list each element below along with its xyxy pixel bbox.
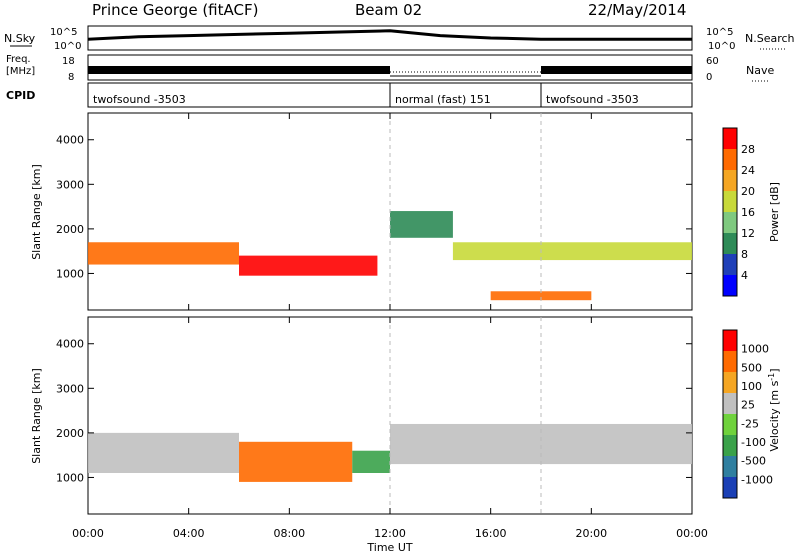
velocity-colorbar-label: Velocity [m s-1] (767, 368, 781, 451)
power-cbar-tick-1: 8 (741, 248, 748, 261)
vel-cbar-swatch-0 (723, 330, 737, 351)
x-tick-label-0: 00:00 (72, 527, 104, 540)
power-cbar-tick-3: 16 (741, 206, 755, 219)
power-cbar-swatch-6 (723, 254, 737, 275)
power-cbar-swatch-0 (723, 128, 737, 149)
range-tick-label-0: 1000 (56, 471, 84, 484)
velocity-colorbar: 1000 500 100 25 -25 -100 -500 -1000 (722, 329, 773, 499)
velocity-band-0 (88, 432, 239, 473)
vel-cbar-swatch-6 (723, 456, 737, 477)
freq-tick-bottom: 8 (68, 72, 74, 83)
nave-tick-top: 60 (706, 56, 719, 67)
power-band-4 (490, 291, 592, 301)
power-band-2 (390, 211, 453, 238)
x-tick-label-4: 16:00 (475, 527, 507, 540)
power-colorbar: 4 8 12 16 20 24 28 (722, 127, 755, 297)
power-cbar-swatch-1 (723, 149, 737, 170)
power-cbar-swatch-5 (723, 233, 737, 254)
beam-title: Beam 02 (355, 1, 422, 19)
freq-segment-0 (88, 66, 390, 74)
range-tick-label-0: 1000 (56, 267, 84, 280)
cpid-segment-label-1: normal (fast) 151 (395, 93, 491, 106)
range-tick-label-3: 4000 (56, 338, 84, 351)
vel-cbar-tick-2: 100 (741, 380, 762, 393)
cpid-segment-label-2: twofsound -3503 (546, 93, 639, 106)
vel-cbar-tick-4: -25 (741, 417, 759, 430)
noise-line (87, 29, 692, 41)
range-tick-label-2: 3000 (56, 382, 84, 395)
power-cbar-swatch-3 (723, 191, 737, 212)
freq-tick-top: 18 (62, 56, 75, 67)
nsky-tick-top: 10^5 (50, 27, 77, 38)
date-title: 22/May/2014 (588, 1, 686, 19)
power-cbar-tick-4: 20 (741, 185, 755, 198)
power-band-1 (239, 255, 378, 276)
vel-cbar-tick-3: 25 (741, 399, 755, 412)
power-cbar-swatch-2 (723, 170, 737, 191)
vel-cbar-tick-7: -1000 (741, 473, 773, 486)
x-tick-label-1: 04:00 (173, 527, 205, 540)
vel-cbar-tick-6: -500 (741, 455, 766, 468)
range-tick-label-2: 3000 (56, 178, 84, 191)
range-tick-label-1: 2000 (56, 223, 84, 236)
x-tick-label-3: 12:00 (374, 527, 406, 540)
x-axis-ticks: 00:00 04:00 08:00 12:00 16:00 20:00 00:00 (72, 113, 708, 540)
power-cbar-swatch-7 (723, 275, 737, 296)
vel-cbar-swatch-5 (723, 435, 737, 456)
power-ylabel: Slant Range [km] (30, 164, 43, 260)
power-cbar-frame (722, 127, 738, 297)
vel-cbar-swatch-2 (723, 372, 737, 393)
station-title: Prince George (fitACF) (92, 1, 258, 19)
nsearch-tick-top: 10^5 (706, 27, 733, 38)
freq-label-1: Freq. (6, 54, 31, 65)
velocity-bands (88, 423, 692, 482)
noise-trace (87, 29, 692, 41)
velocity-band-2 (352, 450, 390, 473)
cpid-label: CPID (6, 89, 35, 102)
vel-cbar-swatch-7 (723, 477, 737, 498)
x-tick-label-6: 00:00 (676, 527, 708, 540)
velocity-yticks: 1000 2000 3000 4000 (56, 338, 692, 484)
velocity-ylabel: Slant Range [km] (30, 368, 43, 464)
cpid-segment-label-0: twofsound -3503 (93, 93, 186, 106)
nsearch-tick-bottom: 10^0 (708, 41, 735, 52)
power-cbar-tick-6: 28 (741, 143, 755, 156)
nave-tick-bottom: 0 (706, 72, 712, 83)
freq-trace (88, 66, 692, 77)
vel-cbar-tick-0: 1000 (741, 343, 769, 356)
cpid-segments: twofsound -3503 normal (fast) 151 twofsoun… (93, 83, 639, 107)
x-tick-label-5: 20:00 (575, 527, 607, 540)
vel-cbar-swatch-3 (723, 393, 737, 414)
vel-cbar-frame (722, 329, 738, 499)
vel-cbar-tick-5: -100 (741, 436, 766, 449)
power-band-3 (452, 242, 692, 261)
x-axis-label: Time UT (366, 541, 412, 554)
freq-label-2: [MHz] (6, 66, 35, 77)
cpid-change-markers (389, 113, 542, 514)
power-cbar-tick-2: 12 (741, 227, 755, 240)
velocity-band-1 (239, 441, 353, 482)
vel-cbar-tick-1: 500 (741, 361, 762, 374)
power-bands (88, 211, 692, 301)
power-cbar-tick-5: 24 (741, 164, 755, 177)
range-tick-label-1: 2000 (56, 427, 84, 440)
power-band-0 (88, 242, 239, 265)
freq-segment-2 (541, 66, 692, 74)
nave-label: Nave (746, 64, 774, 77)
power-cbar-tick-0: 4 (741, 269, 748, 282)
nsearch-label: N.Search (745, 32, 795, 45)
range-tick-label-3: 4000 (56, 134, 84, 147)
vel-cbar-swatch-1 (723, 351, 737, 372)
nsky-tick-bottom: 10^0 (54, 41, 81, 52)
nsky-label: N.Sky (4, 32, 36, 45)
power-cbar-swatch-4 (723, 212, 737, 233)
x-tick-label-2: 08:00 (273, 527, 305, 540)
power-colorbar-label: Power [dB] (768, 182, 781, 242)
power-yticks: 1000 2000 3000 4000 (56, 134, 692, 280)
vel-cbar-swatch-4 (723, 414, 737, 435)
